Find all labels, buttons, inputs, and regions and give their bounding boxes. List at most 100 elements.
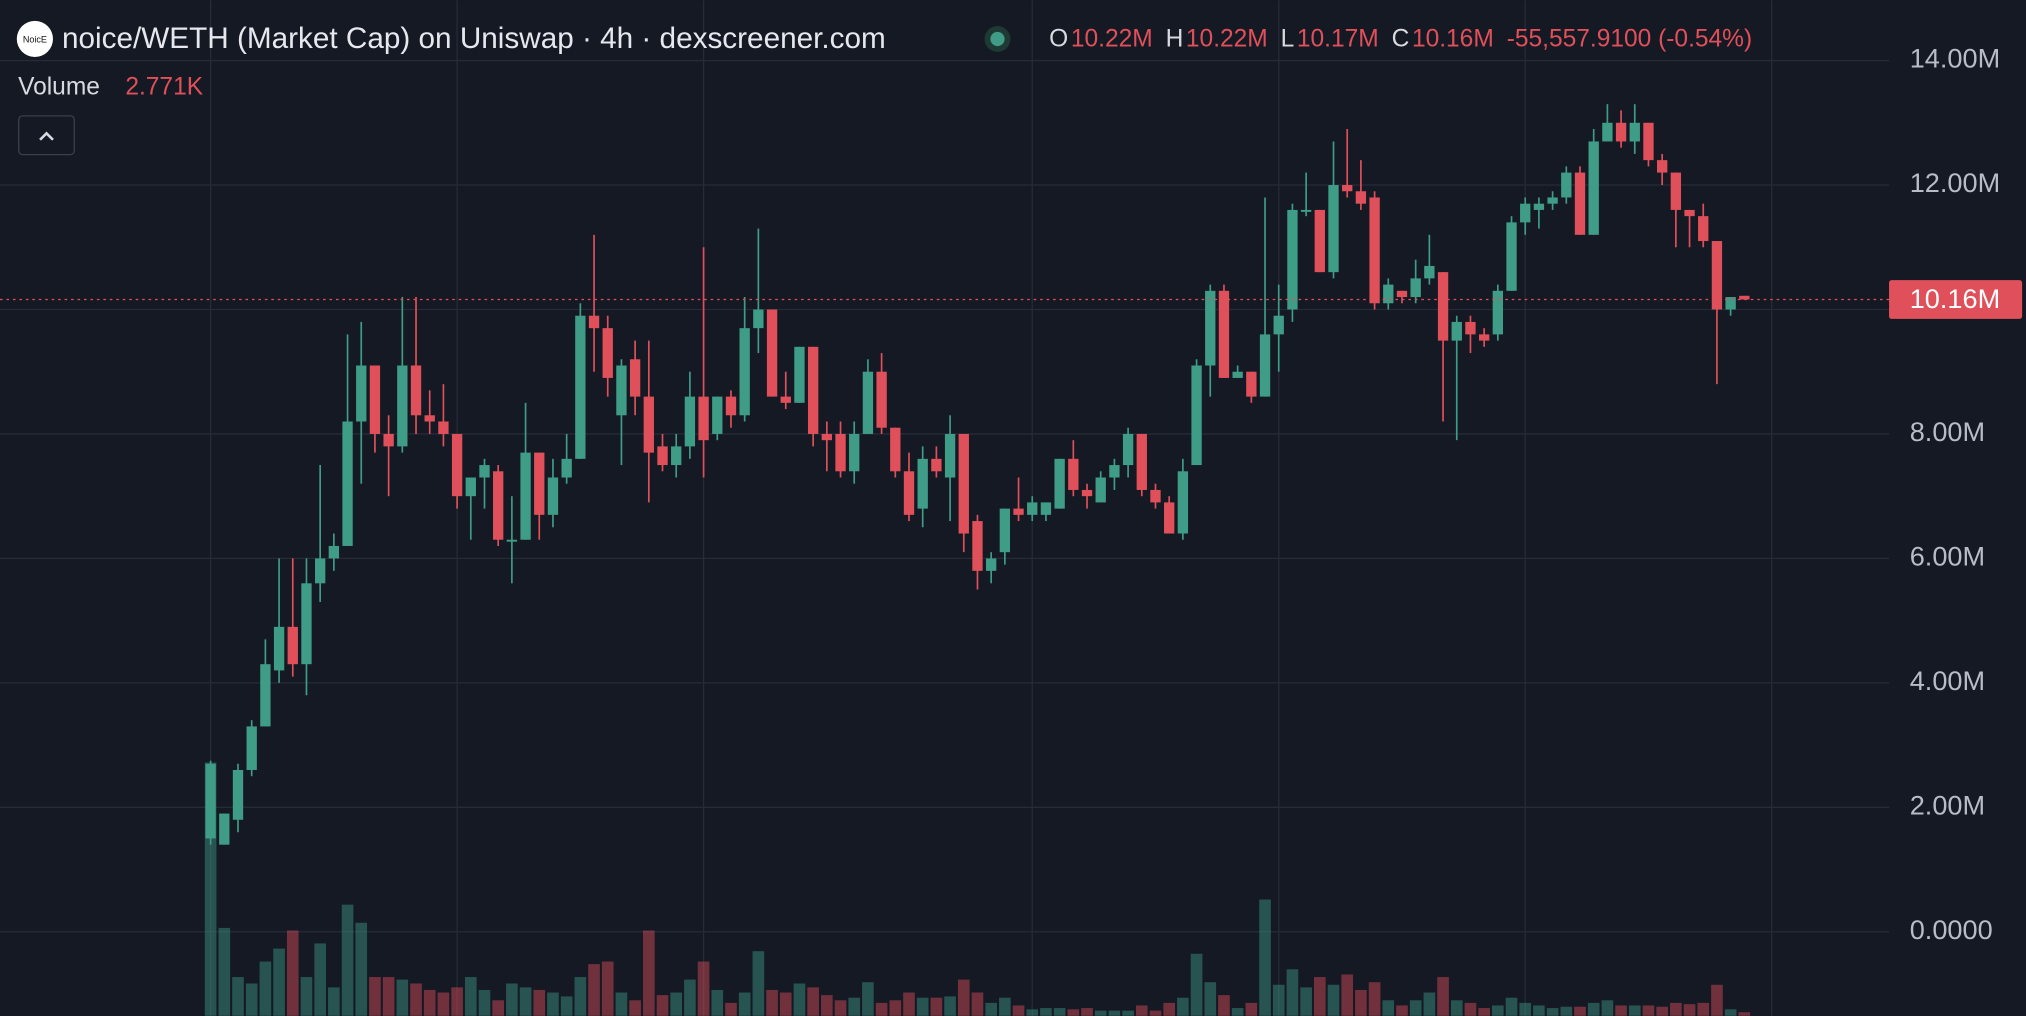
volume-bar (1437, 977, 1449, 1016)
candle-body (1273, 315, 1284, 335)
volume-bar (1615, 1005, 1627, 1016)
volume-bar (328, 987, 340, 1016)
candle-body (493, 471, 504, 540)
ohlc-value: 10.22M (1071, 26, 1153, 53)
candle-body (999, 508, 1011, 553)
candle-body (1547, 197, 1558, 204)
chevron-up (39, 131, 54, 141)
candle-body (903, 471, 915, 515)
candle-body (821, 433, 833, 441)
candle-body (314, 558, 326, 584)
candle-body (1410, 278, 1421, 298)
volume-bar (1204, 982, 1217, 1016)
candle-body (547, 477, 559, 515)
candle-body (1437, 272, 1449, 341)
candle-body (1739, 295, 1750, 300)
candle-body (972, 521, 983, 571)
candle-body (1465, 321, 1476, 335)
volume-bar (396, 979, 409, 1016)
candle-body (684, 396, 696, 447)
candle-body (835, 433, 846, 472)
volume-bar (1738, 1012, 1751, 1016)
candle-body (1561, 172, 1572, 198)
volume-bar (588, 964, 600, 1016)
candle-body (1177, 471, 1189, 534)
volume-bar (1040, 1008, 1052, 1016)
collapse-button[interactable] (18, 115, 75, 156)
candle-body (712, 396, 723, 434)
volume-bar (574, 977, 587, 1016)
candle-body (534, 452, 545, 515)
volume-bars (204, 762, 1751, 1016)
volume-bar (601, 961, 614, 1016)
candle-body (1013, 508, 1024, 515)
candle-body (1520, 203, 1531, 223)
candle-body (1670, 172, 1682, 210)
volume-bar (1094, 1010, 1107, 1016)
last-price-label: 10.16M (1910, 283, 2000, 314)
volume-bar (1711, 984, 1723, 1016)
volume-bar (1450, 1000, 1463, 1016)
candle-body (917, 458, 928, 509)
volume-bar (957, 979, 970, 1016)
status-dot (990, 31, 1005, 47)
last-price-box (1889, 280, 2023, 319)
volume-bar (478, 989, 491, 1016)
candle-body (1287, 209, 1298, 310)
volume-bar (1601, 1000, 1614, 1016)
volume-bar (1642, 1005, 1655, 1016)
candle-body (219, 813, 230, 845)
volume-bar (1355, 989, 1367, 1016)
chart-title: noice/WETH (Market Cap) on Uniswap · 4h … (62, 22, 886, 55)
volume-bar (1012, 1005, 1025, 1016)
candle-body (766, 309, 778, 397)
volume-bar (643, 930, 655, 1016)
candle-body (1615, 122, 1627, 142)
candle-body (602, 328, 613, 378)
volume-bar (1177, 997, 1189, 1016)
volume-bar (1656, 1006, 1668, 1016)
candle-body (520, 452, 531, 540)
candle-body (1232, 371, 1243, 378)
candle-body (1574, 172, 1586, 235)
candle-body (1602, 122, 1613, 142)
volume-bar (629, 1000, 641, 1016)
candle-body (1629, 122, 1640, 142)
y-tick-label: 6.00M (1910, 541, 1985, 572)
ohlc-value: 10.17M (1297, 26, 1379, 53)
volume-bar (245, 983, 258, 1016)
candle-body (1698, 216, 1709, 242)
candle-body (698, 396, 709, 441)
volume-bar (684, 979, 696, 1016)
candle-body (1191, 365, 1202, 466)
candle-body (1027, 502, 1038, 515)
volume-bar (1053, 1008, 1066, 1016)
volume-bar (506, 983, 518, 1016)
volume-bar (314, 943, 326, 1016)
candle-body (1451, 321, 1462, 341)
candle-body (588, 315, 600, 329)
volume-bar (1533, 1005, 1545, 1016)
candle-body (1478, 334, 1490, 341)
candle-body (1396, 290, 1408, 298)
candle-body (1383, 284, 1394, 304)
candle-body (616, 365, 627, 416)
y-tick-label: 0.0000 (1910, 914, 1993, 945)
candle-body (629, 359, 641, 397)
candle-body (1081, 489, 1093, 497)
candle-body (1656, 160, 1668, 173)
candle-body (1109, 465, 1120, 478)
volume-bar (369, 977, 381, 1016)
volume-bar (1218, 995, 1230, 1016)
volume-bar (1560, 1006, 1573, 1016)
volume-bar (1300, 987, 1312, 1016)
volume-bar (464, 977, 477, 1016)
volume-bar (1697, 1002, 1710, 1016)
volume-bar (410, 983, 422, 1016)
candle-body (479, 465, 490, 478)
candle-body (561, 458, 572, 478)
ohlc-value: 10.22M (1186, 26, 1268, 53)
volume-bar (738, 992, 751, 1016)
